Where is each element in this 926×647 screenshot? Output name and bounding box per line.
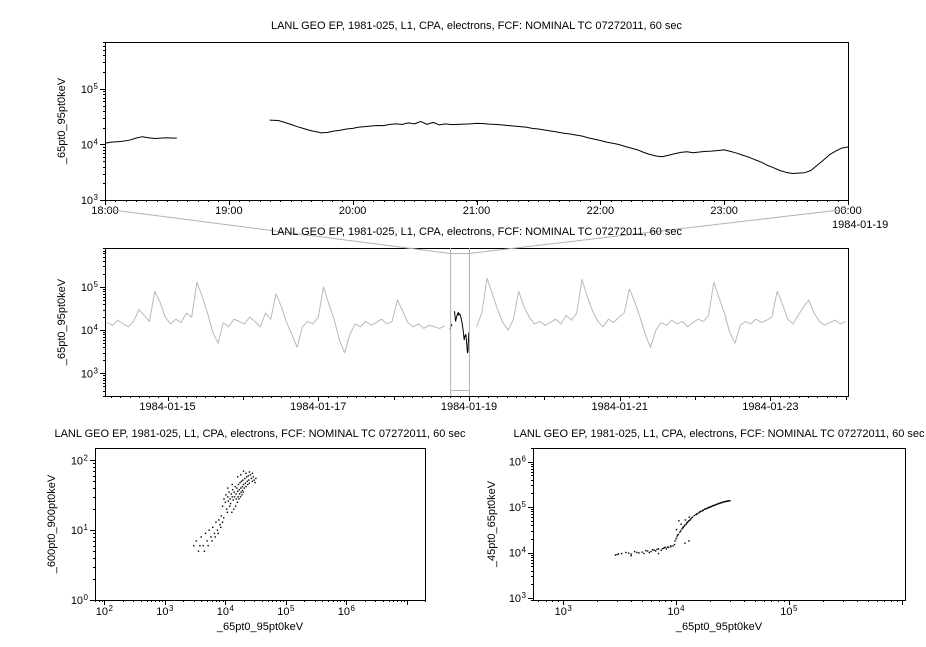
scatter1-xlabel: _65pt0_95pt0keV [216, 621, 304, 633]
scatter1-plot-area[interactable] [95, 448, 425, 600]
axis-context-date: 1984-01-19 [832, 219, 889, 231]
context-ylabel: _65pt0_95pt0keV [56, 278, 68, 366]
scatter2-plot-area[interactable] [533, 448, 905, 600]
zoom-panel-title: LANL GEO EP, 1981-025, L1, CPA, electron… [270, 20, 683, 32]
zoom-ylabel: _65pt0_95pt0keV [56, 77, 68, 165]
scatter2-ylabel: _45pt0_65pt0keV [486, 480, 498, 568]
context-selection-box[interactable] [450, 248, 470, 396]
context-plot-area[interactable] [105, 248, 848, 396]
scatter2-xlabel: _65pt0_95pt0keV [675, 621, 763, 633]
scatter1-ylabel: _600pt0_900pt0keV [46, 474, 58, 574]
context-panel-title: LANL GEO EP, 1981-025, L1, CPA, electron… [270, 226, 683, 238]
scatter1-title: LANL GEO EP, 1981-025, L1, CPA, electron… [54, 428, 466, 440]
scatter2-title: LANL GEO EP, 1981-025, L1, CPA, electron… [513, 428, 925, 440]
zoom-plot-area[interactable] [105, 42, 848, 200]
